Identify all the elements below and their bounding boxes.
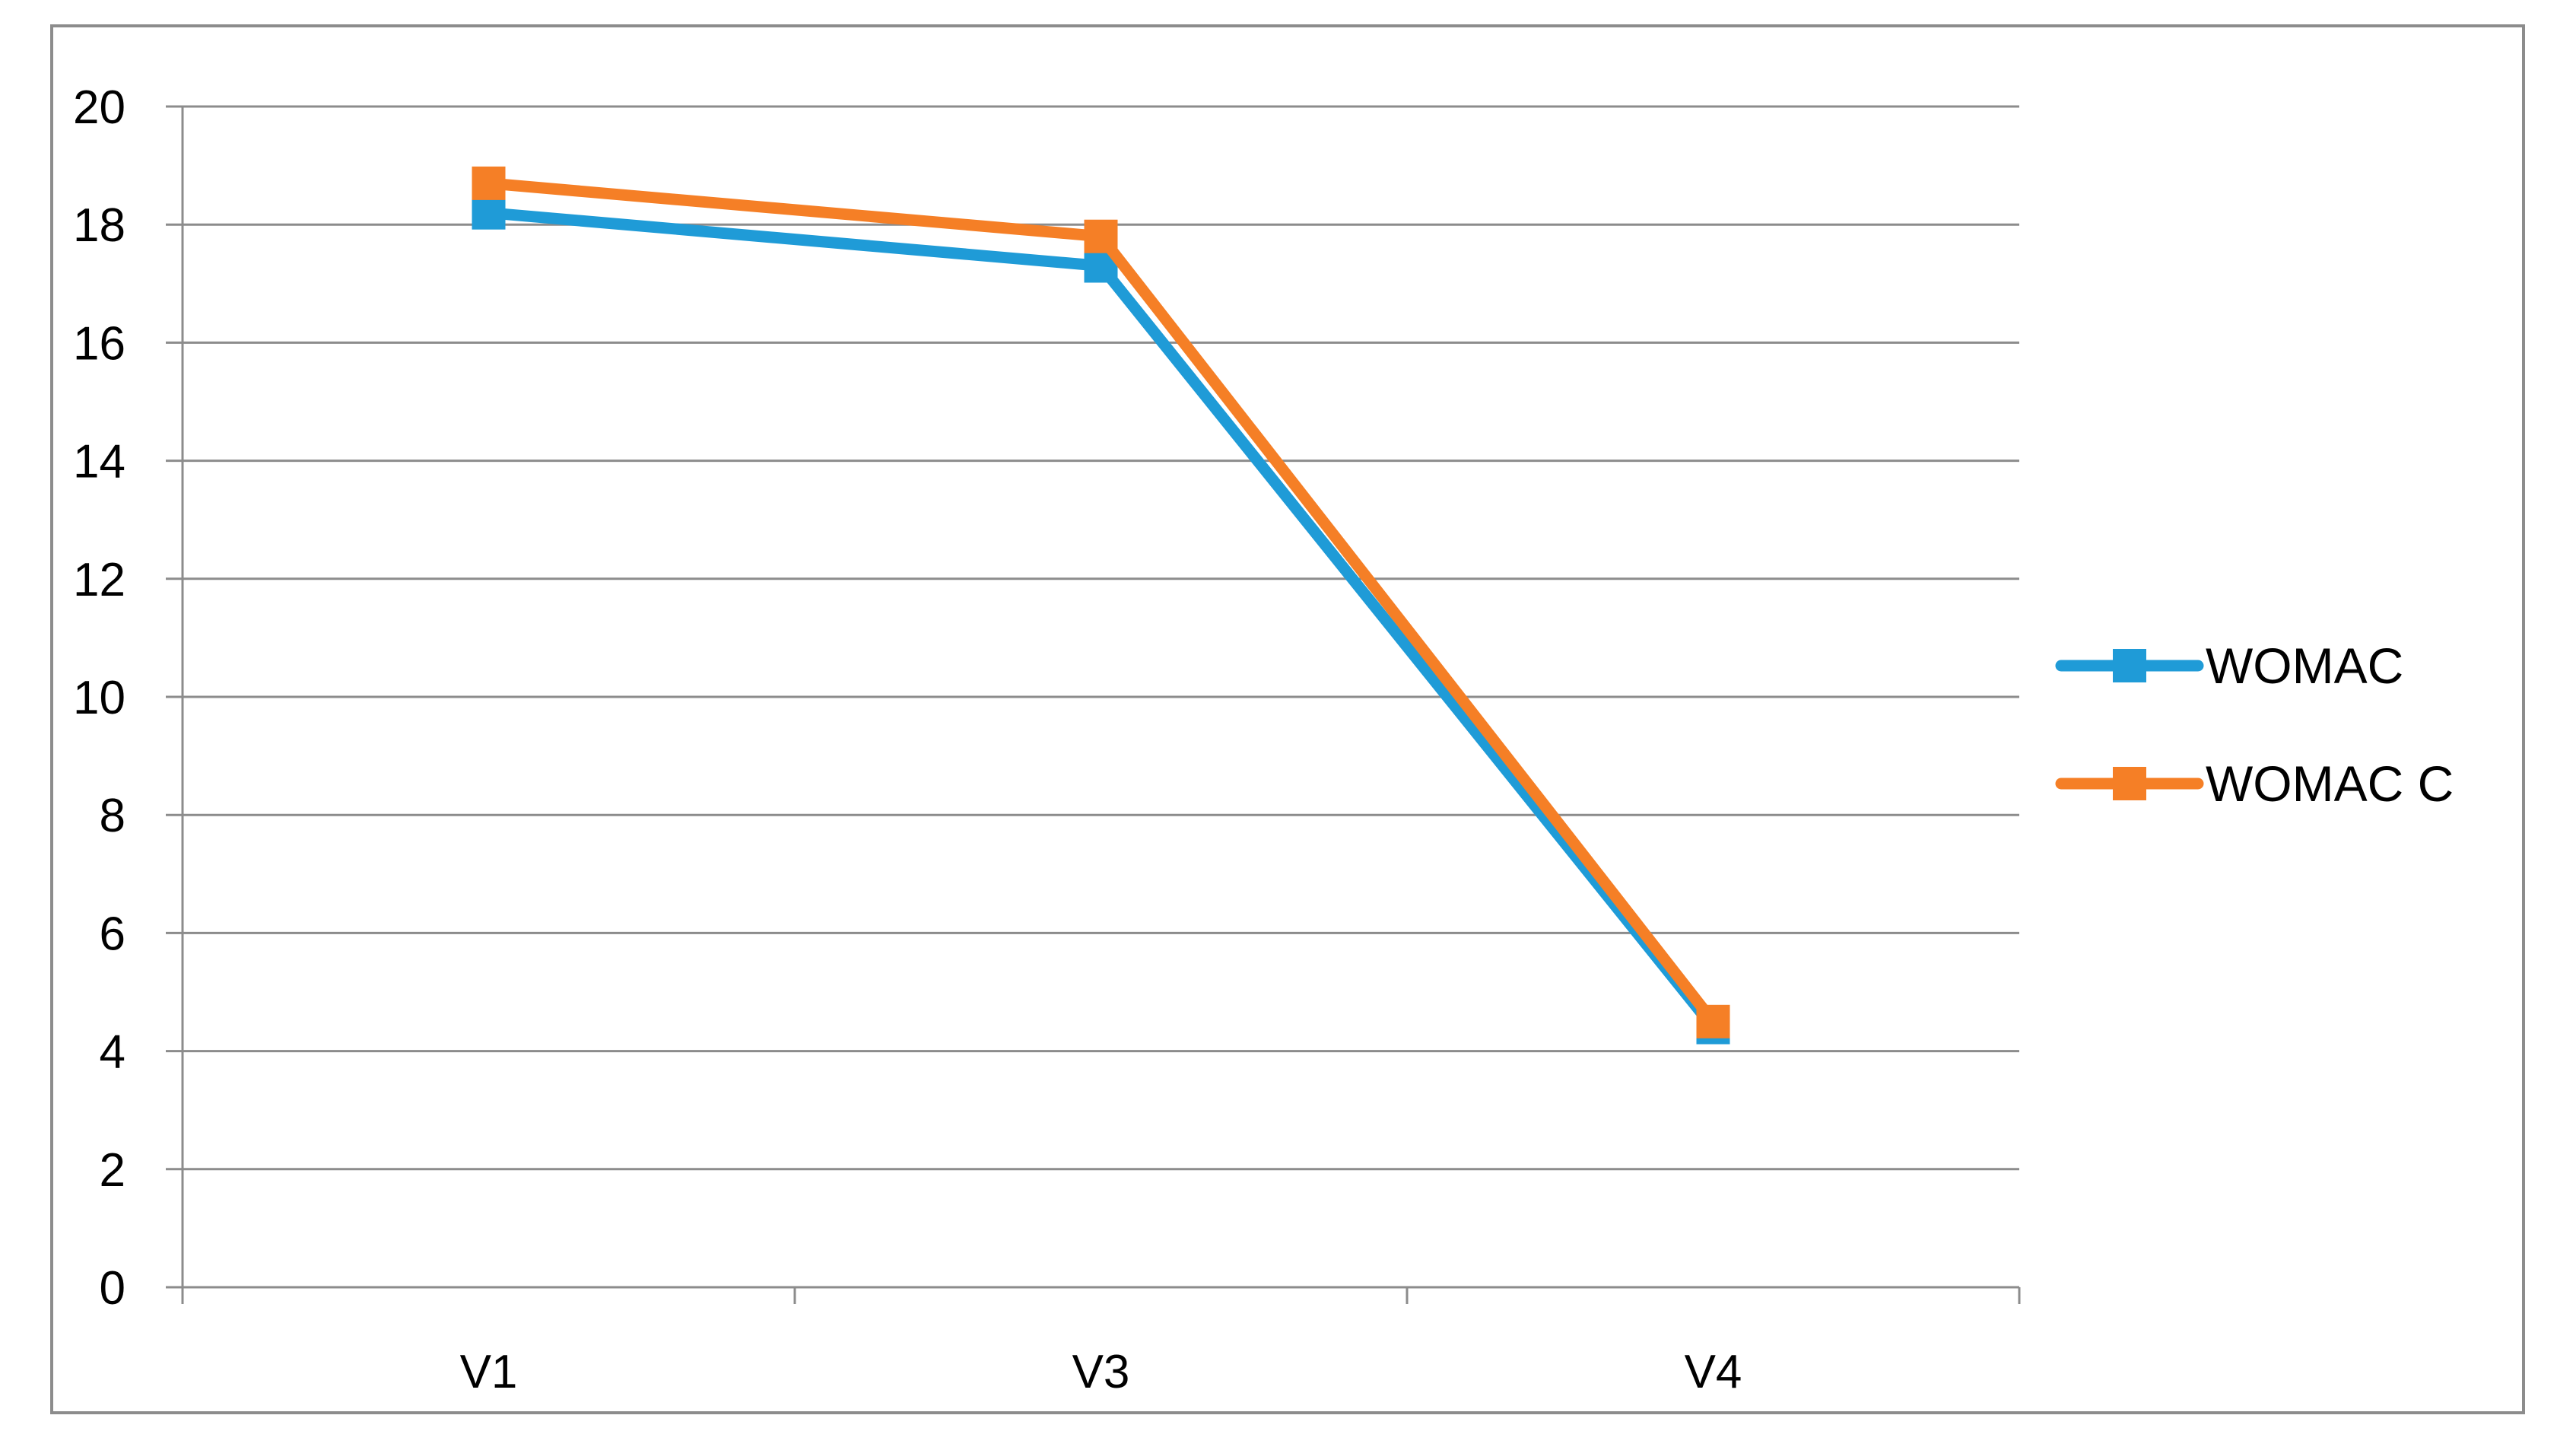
x-tick-label: V1	[460, 1346, 518, 1398]
y-tick-label: 16	[73, 317, 125, 370]
data-point-marker	[472, 166, 506, 200]
series-line-0	[483, 207, 1719, 1034]
y-tick-label: 6	[100, 908, 125, 960]
x-tick-label: V4	[1685, 1346, 1742, 1398]
legend: WOMAC WOMAC C	[2055, 638, 2454, 812]
legend-label: WOMAC C	[2206, 755, 2454, 812]
y-tick-label: 2	[100, 1144, 125, 1197]
y-tick-label: 10	[73, 672, 125, 724]
y-tick-label: 18	[73, 199, 125, 252]
y-tick-label: 14	[73, 436, 125, 488]
data-point-marker	[1084, 219, 1118, 253]
data-point-marker	[472, 196, 506, 230]
y-tick-label: 0	[100, 1262, 125, 1315]
y-tick-label: 8	[100, 790, 125, 842]
legend-swatch-marker	[2113, 767, 2146, 800]
legend-label: WOMAC	[2206, 638, 2403, 694]
axes: 0 2 4 6 8 10 12 14 16 18 20 V1 V3 V4	[73, 81, 2021, 1398]
legend-swatch-marker	[2113, 649, 2146, 682]
data-point-marker	[1696, 1004, 1730, 1038]
chart-frame	[50, 24, 2525, 1414]
series-line-1	[483, 177, 1719, 1028]
y-tick-label: 4	[100, 1026, 125, 1079]
y-tick-label: 12	[73, 554, 125, 606]
series-lines	[472, 166, 1730, 1045]
y-tick-label: 20	[73, 81, 125, 134]
x-tick-label: V3	[1072, 1346, 1130, 1398]
